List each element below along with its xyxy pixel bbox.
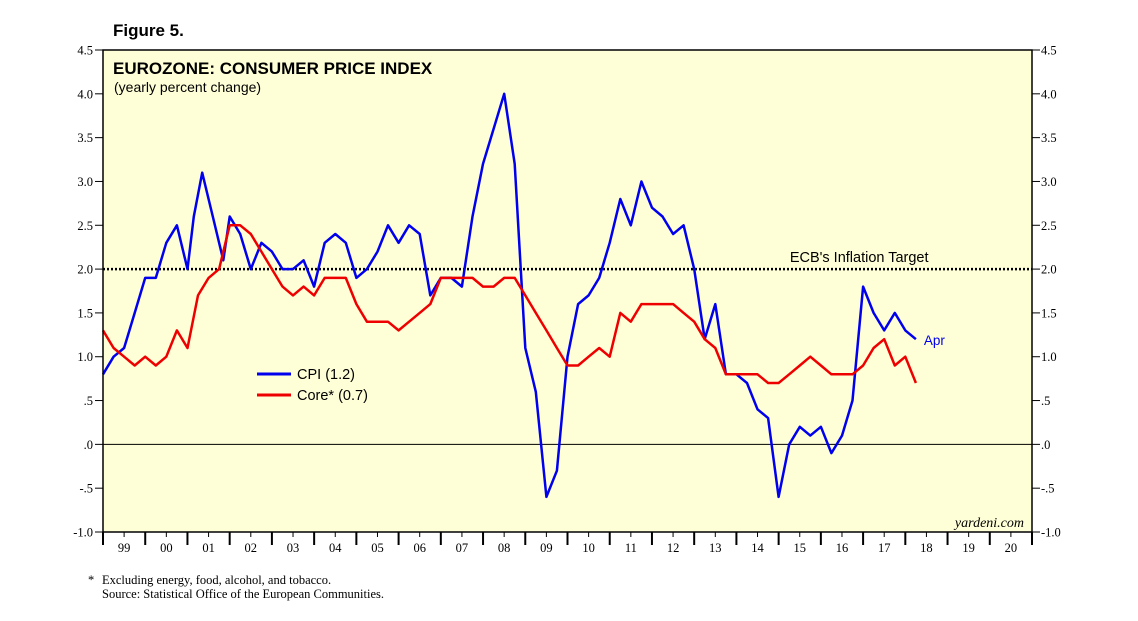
x-tick-label: 14 (751, 541, 764, 555)
x-tick-label: 05 (371, 541, 384, 555)
x-tick-label: 17 (878, 541, 891, 555)
chart-subtitle: (yearly percent change) (114, 79, 261, 95)
plot-background (103, 50, 1032, 532)
y-tick-label: 3.5 (1041, 131, 1057, 145)
figure-label: Figure 5. (113, 21, 184, 40)
footnote-marker: * (88, 573, 95, 587)
y-tick-label: 4.0 (77, 87, 93, 101)
legend-label: Core* (0.7) (297, 388, 368, 404)
y-tick-label: 3.5 (77, 131, 93, 145)
y-tick-label: -1.0 (1041, 526, 1061, 540)
x-tick-label: 18 (920, 541, 933, 555)
y-axis-right: 4.5 4.0 3.5 3.0 2.5 2.0 1.5 1.0 .5 .0 -.5 -1.0 (1041, 44, 1061, 540)
y-tick-label: 4.5 (1041, 44, 1057, 58)
y-tick-label: 1.5 (1041, 306, 1057, 320)
x-tick-label: 13 (709, 541, 722, 555)
y-tick-label: 2.0 (1041, 263, 1057, 277)
series-line-core (101, 224, 918, 385)
y-tick-label: .5 (1041, 394, 1050, 408)
x-tick-label: 19 (962, 541, 975, 555)
x-tick-label: 10 (582, 541, 595, 555)
x-tick-label: 00 (160, 541, 173, 555)
x-tick-label: 03 (287, 541, 300, 555)
x-tick-label: 11 (625, 541, 637, 555)
y-tick-label: .0 (84, 438, 93, 452)
x-tick-label: 20 (1005, 541, 1018, 555)
x-tick-label: 06 (413, 541, 426, 555)
footnotes: * Excluding energy, food, alcohol, and to… (88, 573, 384, 601)
x-tick-label: 01 (202, 541, 215, 555)
x-tick-label: 07 (456, 541, 469, 555)
axis-ticks (95, 49, 1040, 545)
series-lines (101, 92, 918, 499)
x-tick-label: 15 (794, 541, 807, 555)
y-tick-label: -1.0 (73, 526, 93, 540)
y-tick-label: -.5 (1041, 482, 1055, 496)
y-tick-label: 2.5 (77, 219, 93, 233)
series-line-cpi (101, 92, 917, 499)
chart-title: EUROZONE: CONSUMER PRICE INDEX (113, 59, 433, 78)
y-tick-label: 3.0 (1041, 175, 1057, 189)
y-tick-label: 2.0 (77, 263, 93, 277)
x-tick-label: 08 (498, 541, 511, 555)
x-tick-label: 99 (118, 541, 131, 555)
end-label: Apr (924, 333, 946, 348)
y-tick-label: 4.5 (77, 44, 93, 58)
x-tick-label: 04 (329, 541, 342, 555)
x-axis: 99 00 01 02 03 04 05 06 07 08 09 10 11 12 13 14 15 16 17 18… (118, 541, 1017, 555)
y-tick-label: 3.0 (77, 175, 93, 189)
y-tick-label: 2.5 (1041, 219, 1057, 233)
y-tick-label: .5 (84, 394, 93, 408)
y-tick-label: 1.0 (1041, 350, 1057, 364)
x-tick-label: 12 (667, 541, 680, 555)
footnote-note: Excluding energy, food, alcohol, and tob… (102, 573, 332, 587)
x-tick-label: 02 (245, 541, 258, 555)
footnote-source: Source: Statistical Office of the Europe… (102, 587, 384, 601)
x-tick-label: 16 (836, 541, 849, 555)
plot-frame (102, 49, 1033, 533)
y-tick-label: 1.5 (77, 306, 93, 320)
y-tick-label: -.5 (79, 482, 93, 496)
target-label: ECB's Inflation Target (790, 250, 929, 266)
watermark: yardeni.com (953, 516, 1024, 531)
legend: CPI (1.2) Core* (0.7) (257, 367, 368, 404)
y-axis-left: 4.5 4.0 3.5 3.0 2.5 2.0 1.5 1.0 .5 .0 -.5 -1.0 (73, 44, 93, 540)
y-tick-label: 1.0 (77, 350, 93, 364)
y-tick-label: .0 (1041, 438, 1050, 452)
x-tick-label: 09 (540, 541, 553, 555)
y-tick-label: 4.0 (1041, 87, 1057, 101)
legend-label: CPI (1.2) (297, 367, 355, 383)
